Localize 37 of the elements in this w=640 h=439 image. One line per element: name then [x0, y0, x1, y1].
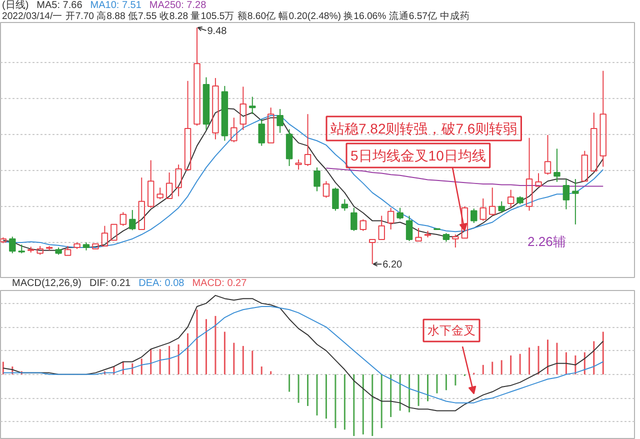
- candlestick: [166, 172, 173, 199]
- candlestick: [590, 112, 598, 172]
- text: MA5: 7.66: [36, 0, 82, 11]
- candlestick: [554, 148, 560, 182]
- candlestick: [415, 228, 422, 242]
- candlestick: [101, 225, 108, 247]
- text: DEA: 0.08: [138, 278, 184, 289]
- candlestick: [212, 78, 219, 140]
- candlestick: [562, 178, 570, 210]
- candlestick: [175, 164, 182, 197]
- candlestick: [378, 215, 385, 240]
- text: MA250: 7.28: [149, 0, 206, 11]
- candlestick: [92, 243, 99, 250]
- candlestick: [276, 108, 284, 134]
- chart-subtitle: 2022/03/14/一 开7.70 高8.88 低7.55 收8.28 量105.5万 额8.60亿 幅0.20(2.48%) 换16.06% 流通6.57亿 中成药: [2, 11, 472, 22]
- annotation: 2.26辅: [528, 234, 566, 249]
- candlestick: [249, 96, 256, 115]
- chart-title: MACD(12,26,9): [12, 278, 82, 289]
- candlestick: [535, 172, 542, 187]
- candlestick: [202, 76, 210, 130]
- annotation: 站稳7.82则转强，破7.6则转弱: [330, 120, 518, 136]
- chart-title: (日线): [2, 0, 29, 11]
- candlestick: [572, 178, 579, 225]
- candlestick: [240, 86, 247, 130]
- text: DIF: 0.21: [89, 278, 131, 289]
- text: MA10: 7.51: [90, 0, 142, 11]
- candlestick: [138, 177, 145, 230]
- annotation: 水下金叉: [428, 324, 476, 338]
- annotation: 6.20: [382, 260, 403, 271]
- candlestick: [267, 107, 274, 144]
- candlestick: [600, 70, 606, 168]
- candlestick: [286, 128, 293, 167]
- candlestick: [507, 189, 514, 208]
- annotation: 9.48: [207, 26, 228, 38]
- candlestick: [110, 224, 118, 241]
- text: MACD: 0.27: [192, 278, 247, 289]
- annotation: 5日均线金叉10日均线: [350, 148, 486, 164]
